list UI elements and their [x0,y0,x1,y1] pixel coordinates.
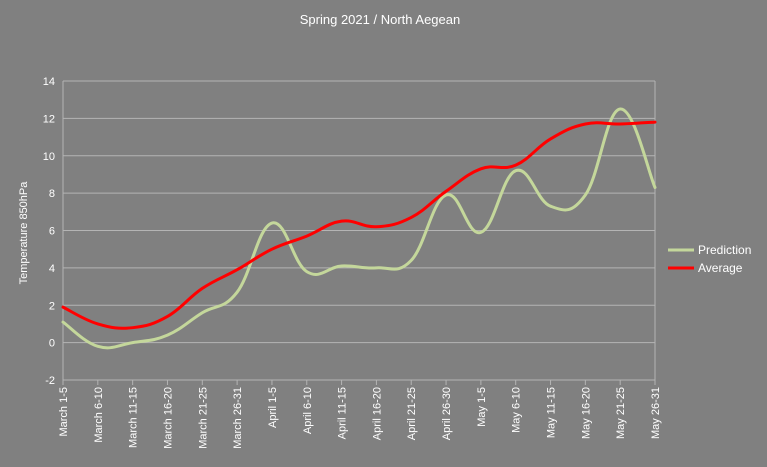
x-tick-label: March 21-25 [197,387,209,449]
gridlines [63,80,655,381]
x-tick-label: March 11-15 [128,387,140,448]
y-tick-label: 4 [49,263,55,275]
x-tick-label: April 6-10 [302,387,314,434]
y-tick-label: 2 [49,300,55,312]
series-line-prediction [61,107,657,350]
y-tick-label: 8 [49,188,55,200]
y-tick-label: 6 [49,226,55,238]
x-tick-label: May 1-5 [476,387,488,427]
x-tick-label: April 11-15 [337,387,349,439]
x-tick-label: March 26-31 [232,387,244,449]
y-tick-label: 0 [49,338,55,350]
x-tick-label: March 1-5 [58,387,70,437]
y-tick-label: 14 [43,76,55,88]
x-tick-label: May 16-20 [580,387,592,439]
x-tick-label: April 21-25 [406,387,418,440]
axes: -2 0 2 4 6 8 10 12 14 March 1-5 March 6-10 March 11… [43,76,662,449]
legend-label-average: Average [698,261,743,275]
y-tick-label: 12 [43,113,55,125]
x-tick-label: May 6-10 [511,387,523,433]
series-lines [61,107,657,350]
x-tick-label: May 21-25 [615,387,627,439]
y-tick-label: 10 [43,151,55,163]
chart-title: Spring 2021 / North Aegean [300,12,460,27]
y-tick-label: -2 [45,375,55,387]
x-tick-label: April 1-5 [267,387,279,428]
legend: Prediction Average [668,243,751,275]
y-axis-label: Temperature 850hPa [18,181,30,285]
series-line-average [61,120,657,330]
x-tick-label: April 26-30 [441,387,453,440]
legend-label-prediction: Prediction [698,243,751,257]
x-tick-label: May 11-15 [546,387,558,438]
x-tick-label: April 16-20 [371,387,383,440]
x-tick-label: March 16-20 [162,387,174,449]
x-tick-label: May 26-31 [650,387,662,439]
x-tick-label: March 6-10 [93,387,105,443]
